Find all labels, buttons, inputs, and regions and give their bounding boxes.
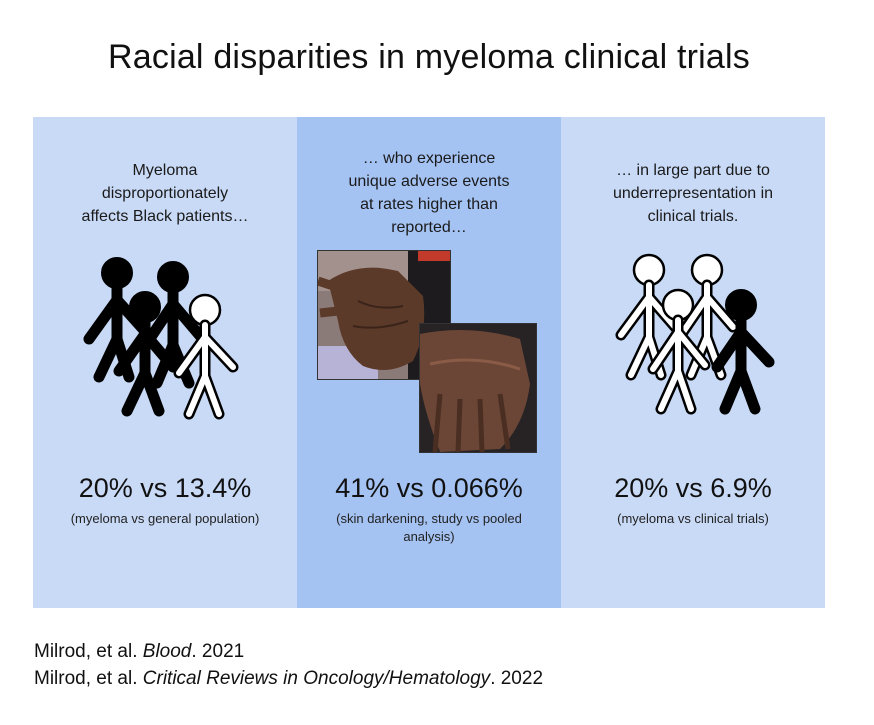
figure-white — [615, 253, 681, 381]
stat-note: (myeloma vs clinical trials) — [617, 511, 769, 526]
reference-year: . 2021 — [191, 641, 245, 662]
reference-authors: Milrod, et al. — [34, 668, 143, 689]
panel-caption: Myeloma disproportionately affects Black… — [81, 162, 249, 225]
reference-line: Milrod, et al. Blood. 2021 — [34, 638, 543, 665]
reference-line: Milrod, et al. Critical Reviews in Oncol… — [34, 665, 543, 692]
panel-caption: … who experience unique adverse events a… — [348, 150, 510, 236]
references: Milrod, et al. Blood. 2021 Milrod, et al… — [34, 638, 543, 692]
panel-caption: … in large part due to underrepresentati… — [612, 162, 774, 225]
stick-figures-white-majority-icon — [615, 253, 775, 415]
page-title: Racial disparities in myeloma clinical t… — [108, 38, 750, 76]
figure-black — [711, 289, 775, 415]
hand-photo-back — [419, 323, 537, 453]
stick-figures-black-majority-icon — [83, 257, 239, 420]
figure-black — [113, 291, 179, 417]
stat-note: (myeloma vs general population) — [70, 511, 260, 526]
panel-adverse-events: … who experience unique adverse events a… — [297, 117, 561, 608]
panel-underrepresentation: … in large part due to underrepresentati… — [561, 117, 825, 608]
stat-value: 20% vs 6.9% — [614, 473, 772, 503]
stat-note: (skin darkening, study vs pooled analysi… — [336, 511, 522, 544]
reference-journal: Blood — [142, 641, 192, 662]
panel-prevalence: Myeloma disproportionately affects Black… — [33, 117, 297, 608]
stat-value: 20% vs 13.4% — [78, 473, 252, 503]
reference-year: . 2022 — [490, 668, 544, 689]
stat-value: 41% vs 0.066% — [335, 473, 523, 503]
panels-row: Myeloma disproportionately affects Black… — [33, 117, 825, 608]
figure-white — [173, 293, 239, 420]
reference-authors: Milrod, et al. — [34, 641, 143, 662]
figure-white — [647, 288, 711, 415]
reference-journal: Critical Reviews in Oncology/Hematology — [142, 668, 491, 689]
